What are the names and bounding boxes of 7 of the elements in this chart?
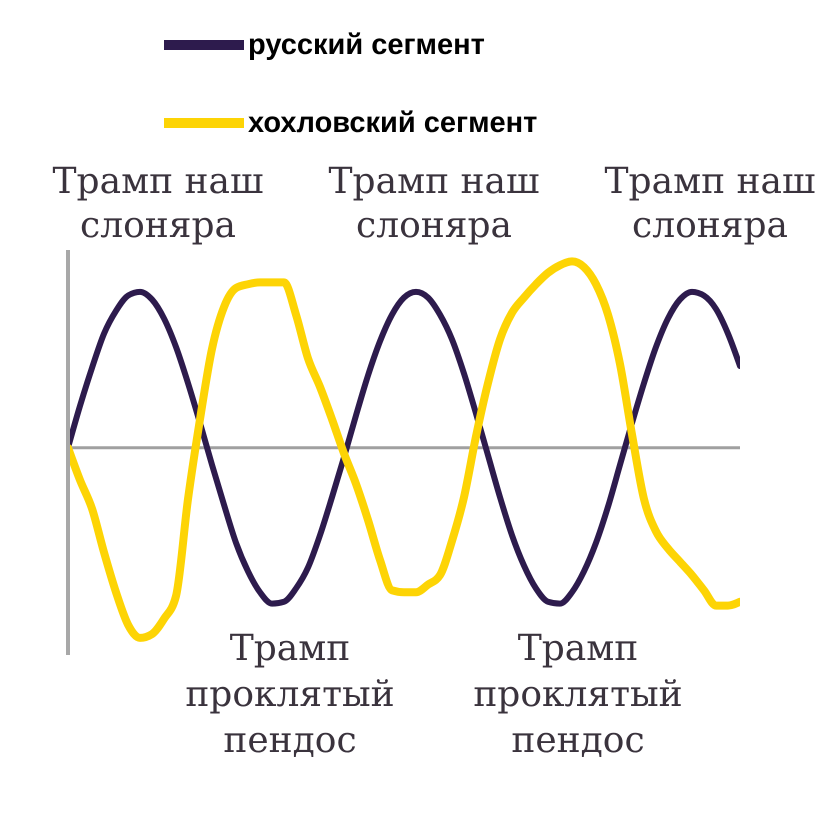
legend-label: хохловский сегмент — [248, 106, 538, 138]
annotation: Трамп проклятый пендос — [472, 627, 684, 763]
text: Трамп наш слоняра — [52, 160, 264, 248]
legend-label: русский сегмент — [248, 28, 485, 60]
text: Трамп наш слоняра — [328, 160, 540, 248]
annotation: Трамп проклятый пендос — [184, 627, 396, 763]
text: Трамп наш слоняра — [604, 160, 816, 248]
